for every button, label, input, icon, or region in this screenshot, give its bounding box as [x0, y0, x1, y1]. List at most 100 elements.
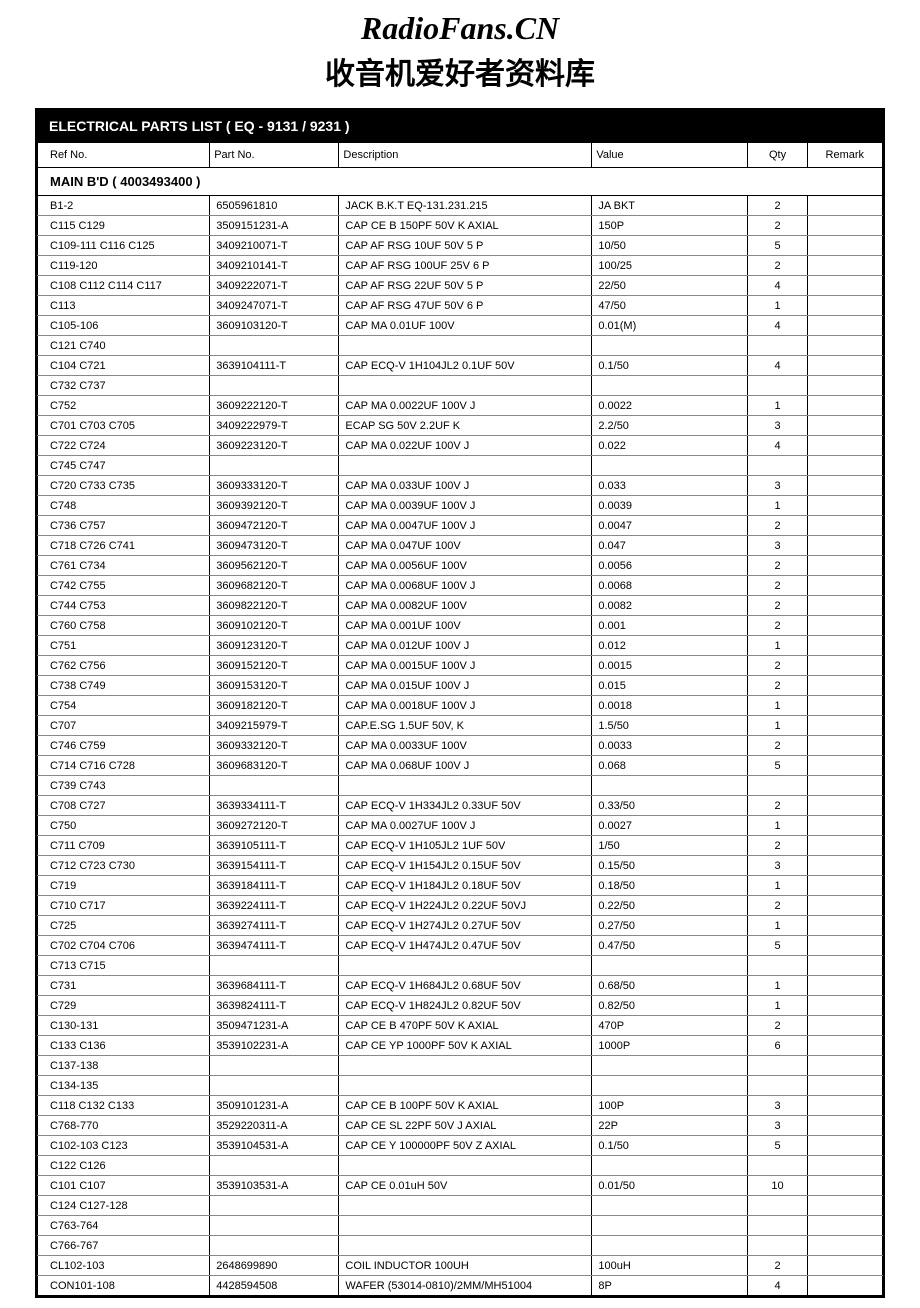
cell-desc: CAP MA 0.015UF 100V J: [339, 676, 592, 696]
cell-desc: CAP MA 0.0022UF 100V J: [339, 396, 592, 416]
cell-qty: 2: [748, 616, 807, 636]
table-row: C130-1313509471231-ACAP CE B 470PF 50V K…: [38, 1016, 883, 1036]
cell-qty: 2: [748, 836, 807, 856]
cell-qty: 2: [748, 1256, 807, 1276]
cell-qty: 2: [748, 196, 807, 216]
cell-desc: [339, 1216, 592, 1236]
cell-ref: C712 C723 C730: [38, 856, 210, 876]
cell-qty: 4: [748, 436, 807, 456]
cell-value: 0.0068: [592, 576, 748, 596]
cell-desc: CAP CE YP 1000PF 50V K AXIAL: [339, 1036, 592, 1056]
cell-qty: 2: [748, 656, 807, 676]
cell-remark: [807, 356, 882, 376]
cell-desc: CAP ECQ-V 1H274JL2 0.27UF 50V: [339, 916, 592, 936]
cell-value: 0.001: [592, 616, 748, 636]
cell-desc: CAP ECQ-V 1H104JL2 0.1UF 50V: [339, 356, 592, 376]
cell-value: 0.022: [592, 436, 748, 456]
cell-remark: [807, 816, 882, 836]
cell-desc: JACK B.K.T EQ-131.231.215: [339, 196, 592, 216]
table-row: C7253639274111-TCAP ECQ-V 1H274JL2 0.27U…: [38, 916, 883, 936]
cell-remark: [807, 696, 882, 716]
table-row: C119-1203409210141-TCAP AF RSG 100UF 25V…: [38, 256, 883, 276]
cell-ref: C711 C709: [38, 836, 210, 856]
cell-desc: [339, 456, 592, 476]
cell-part: 3609392120-T: [210, 496, 339, 516]
cell-qty: [748, 956, 807, 976]
cell-ref: C707: [38, 716, 210, 736]
cell-desc: [339, 1156, 592, 1176]
cell-ref: C133 C136: [38, 1036, 210, 1056]
cell-desc: [339, 1196, 592, 1216]
cell-value: 470P: [592, 1016, 748, 1036]
cell-value: 0.068: [592, 756, 748, 776]
cell-remark: [807, 1216, 882, 1236]
cell-value: 2.2/50: [592, 416, 748, 436]
cell-value: 0.33/50: [592, 796, 748, 816]
cell-value: 0.012: [592, 636, 748, 656]
table-row: C137-138: [38, 1056, 883, 1076]
cell-part: 2648699890: [210, 1256, 339, 1276]
cell-ref: CON101-108: [38, 1276, 210, 1296]
table-row: C134-135: [38, 1076, 883, 1096]
cell-remark: [807, 716, 882, 736]
cell-qty: 4: [748, 316, 807, 336]
cell-desc: CAP ECQ-V 1H474JL2 0.47UF 50V: [339, 936, 592, 956]
table-row: C7483609392120-TCAP MA 0.0039UF 100V J0.…: [38, 496, 883, 516]
cell-remark: [807, 376, 882, 396]
cell-qty: 2: [748, 896, 807, 916]
cell-part: 3639684111-T: [210, 976, 339, 996]
cell-remark: [807, 496, 882, 516]
cell-part: 6505961810: [210, 196, 339, 216]
cell-part: 3609822120-T: [210, 596, 339, 616]
cell-qty: 4: [748, 1276, 807, 1296]
cell-desc: CAP ECQ-V 1H334JL2 0.33UF 50V: [339, 796, 592, 816]
table-row: C708 C7273639334111-TCAP ECQ-V 1H334JL2 …: [38, 796, 883, 816]
cell-qty: [748, 1056, 807, 1076]
cell-part: [210, 1196, 339, 1216]
cell-remark: [807, 656, 882, 676]
table-row: C745 C747: [38, 456, 883, 476]
cell-qty: 2: [748, 796, 807, 816]
cell-remark: [807, 856, 882, 876]
table-row: C722 C7243609223120-TCAP MA 0.022UF 100V…: [38, 436, 883, 456]
cell-qty: 1: [748, 496, 807, 516]
cell-value: 0.0056: [592, 556, 748, 576]
cell-ref: C768-770: [38, 1116, 210, 1136]
cell-value: 100/25: [592, 256, 748, 276]
cell-desc: CAP MA 0.001UF 100V: [339, 616, 592, 636]
section-header-row: MAIN B'D ( 4003493400 ): [38, 168, 883, 196]
cell-value: 0.0015: [592, 656, 748, 676]
cell-value: 0.0018: [592, 696, 748, 716]
site-title-en: RadioFans.CN: [35, 10, 885, 47]
cell-ref: C719: [38, 876, 210, 896]
cell-remark: [807, 436, 882, 456]
cell-part: 3609153120-T: [210, 676, 339, 696]
cell-qty: 1: [748, 396, 807, 416]
table-row: C746 C7593609332120-TCAP MA 0.0033UF 100…: [38, 736, 883, 756]
table-row: C7543609182120-TCAP MA 0.0018UF 100V J0.…: [38, 696, 883, 716]
parts-list-container: ELECTRICAL PARTS LIST ( EQ - 9131 / 9231…: [35, 108, 885, 1298]
cell-desc: [339, 1236, 592, 1256]
cell-desc: CAP AF RSG 47UF 50V 6 P: [339, 296, 592, 316]
cell-remark: [807, 1136, 882, 1156]
cell-ref: C130-131: [38, 1016, 210, 1036]
cell-remark: [807, 476, 882, 496]
cell-part: 3609223120-T: [210, 436, 339, 456]
cell-desc: [339, 376, 592, 396]
cell-desc: CAP ECQ-V 1H824JL2 0.82UF 50V: [339, 996, 592, 1016]
cell-part: 3609152120-T: [210, 656, 339, 676]
cell-desc: CAP MA 0.0068UF 100V J: [339, 576, 592, 596]
cell-value: 150P: [592, 216, 748, 236]
cell-ref: C124 C127-128: [38, 1196, 210, 1216]
cell-desc: CAP MA 0.022UF 100V J: [339, 436, 592, 456]
cell-desc: CAP CE B 100PF 50V K AXIAL: [339, 1096, 592, 1116]
cell-qty: 2: [748, 216, 807, 236]
cell-value: 1.5/50: [592, 716, 748, 736]
cell-value: 1000P: [592, 1036, 748, 1056]
cell-ref: C742 C755: [38, 576, 210, 596]
cell-value: 22/50: [592, 276, 748, 296]
table-row: C738 C7493609153120-TCAP MA 0.015UF 100V…: [38, 676, 883, 696]
cell-part: [210, 336, 339, 356]
cell-desc: CAP AF RSG 10UF 50V 5 P: [339, 236, 592, 256]
cell-value: JA BKT: [592, 196, 748, 216]
